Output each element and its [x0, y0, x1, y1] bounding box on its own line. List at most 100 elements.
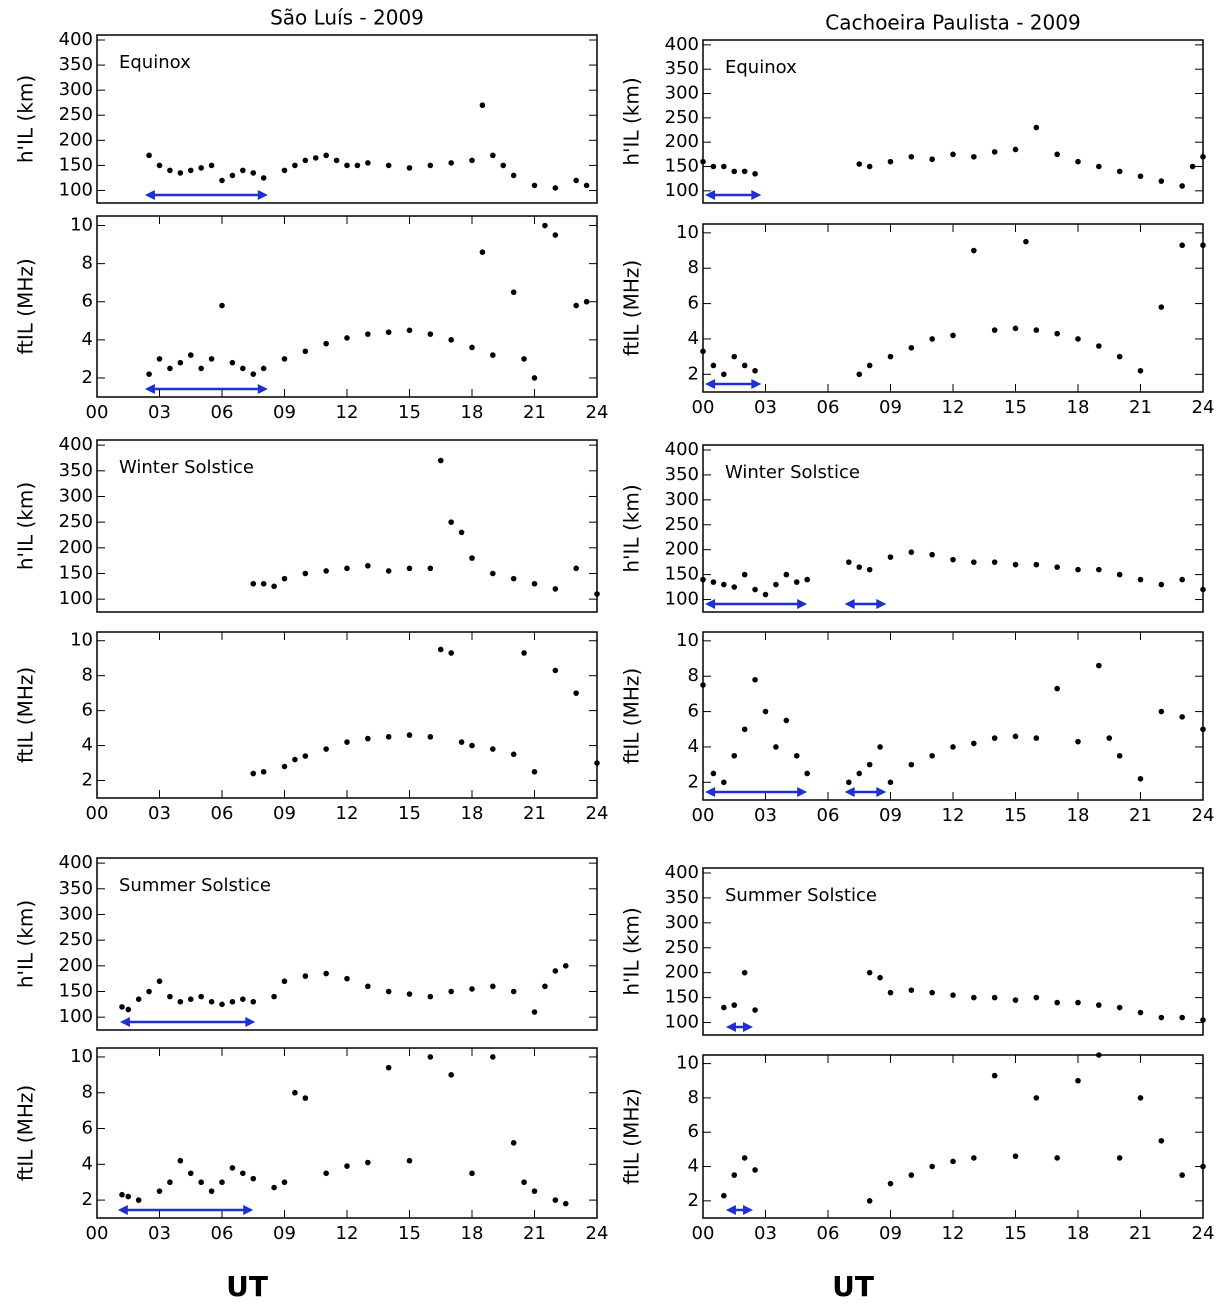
data-point [292, 162, 298, 169]
data-point [448, 160, 454, 166]
data-point [856, 770, 863, 777]
data-point [1158, 708, 1165, 715]
data-point [521, 650, 527, 656]
data-point [1179, 1172, 1185, 1178]
data-point [281, 763, 288, 770]
data-point [448, 988, 454, 995]
data-point [119, 1004, 125, 1010]
data-point [344, 335, 350, 341]
season-label: Equinox [725, 57, 797, 78]
x-tick-label: 03 [754, 805, 777, 826]
data-point [469, 555, 475, 561]
data-point [229, 172, 236, 179]
y-axis-label: h'IL (km) [14, 900, 38, 988]
data-point [1075, 999, 1081, 1006]
x-tick-label: 00 [692, 1223, 715, 1244]
data-point [846, 559, 852, 565]
data-point [856, 161, 863, 167]
data-point [187, 167, 194, 174]
data-point [240, 996, 246, 1002]
data-point [198, 365, 204, 372]
data-point [991, 559, 998, 565]
data-point [1096, 566, 1102, 573]
x-tick-label: 06 [817, 805, 840, 826]
data-point [406, 165, 413, 171]
data-point [271, 993, 277, 1000]
data-point [700, 158, 706, 165]
data-point [146, 371, 152, 377]
data-point [240, 167, 246, 174]
data-point [552, 667, 559, 674]
time-range-arrow [119, 1017, 256, 1027]
y-tick-label: 250 [59, 511, 93, 532]
data-point [1137, 775, 1144, 782]
data-point [1096, 662, 1102, 669]
y-axis-label: ftIL (MHz) [620, 260, 644, 356]
y-tick-label: 200 [59, 537, 93, 558]
y-tick-label: 150 [59, 154, 93, 175]
plot-frame [702, 444, 1204, 613]
data-point [250, 998, 257, 1005]
y-tick-label: 200 [665, 131, 699, 152]
y-tick-label: 150 [59, 562, 93, 583]
data-point [469, 157, 475, 164]
data-point [365, 160, 371, 166]
data-point [187, 996, 194, 1002]
time-range-arrow [725, 1022, 753, 1032]
y-tick-label: 6 [688, 701, 699, 722]
data-point [721, 163, 727, 170]
data-point [1075, 1077, 1081, 1084]
data-point [437, 457, 444, 464]
data-point [135, 996, 142, 1002]
x-tick-label: 21 [1129, 397, 1152, 418]
data-point [469, 742, 475, 749]
data-point [323, 340, 329, 347]
data-point [479, 102, 486, 109]
panel: São Luís - 2009 Equinox h'IL (km) 100 150 200… [14, 6, 598, 204]
data-point [866, 566, 873, 573]
data-point [773, 744, 779, 750]
data-point [710, 362, 717, 369]
data-point [721, 1004, 727, 1011]
data-point [1200, 153, 1206, 160]
data-point [1106, 735, 1113, 741]
data-point [793, 752, 800, 759]
data-point [437, 646, 444, 653]
plot-frame [96, 631, 598, 799]
y-tick-label: 350 [665, 58, 699, 79]
data-point [1116, 752, 1123, 759]
plot-frame [96, 439, 598, 613]
data-point [1116, 1004, 1123, 1011]
data-point [741, 571, 748, 578]
data-point [240, 1170, 246, 1177]
data-point [752, 586, 758, 593]
data-point [406, 327, 413, 334]
x-tick-label: 00 [692, 805, 715, 826]
data-point [552, 586, 559, 592]
data-point [866, 1198, 873, 1204]
data-point [469, 986, 475, 992]
data-point [731, 1172, 738, 1178]
time-range-arrow [705, 379, 762, 389]
y-tick-label: 350 [665, 464, 699, 485]
arrow-head [844, 599, 887, 609]
data-point [1179, 576, 1185, 583]
x-tick-label: 09 [273, 402, 296, 423]
y-tick-label: 150 [665, 564, 699, 585]
x-tick-label: 03 [754, 1223, 777, 1244]
data-point [866, 761, 873, 768]
panel: Summer Solstice h'IL (km) 100 150 200 250 300 3… [14, 852, 598, 1031]
data-point [1075, 158, 1081, 165]
x-tick-label: 09 [879, 805, 902, 826]
data-point [260, 175, 267, 181]
data-point [929, 336, 935, 342]
data-point [573, 565, 579, 572]
data-point [1116, 571, 1123, 578]
plot-frame [702, 1054, 1204, 1219]
data-point [887, 158, 894, 165]
y-tick-label: 200 [59, 129, 93, 150]
data-point [908, 761, 915, 768]
data-point [219, 1179, 225, 1186]
